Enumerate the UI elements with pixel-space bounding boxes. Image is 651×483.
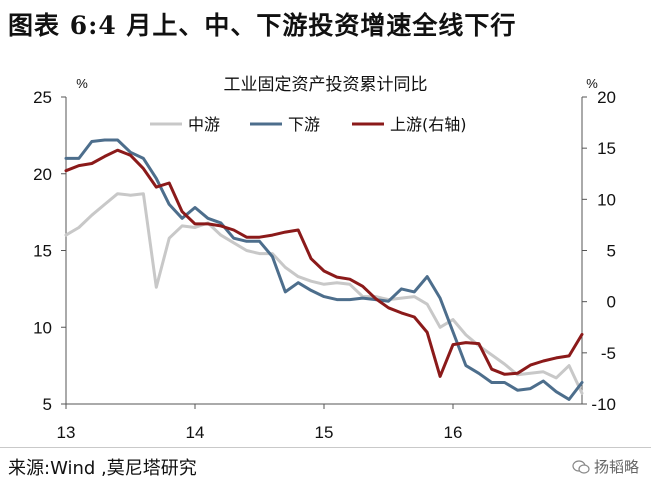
x-tick-label: 14 bbox=[186, 423, 205, 442]
right-tick-label: 0 bbox=[607, 293, 616, 312]
right-tick-label: 5 bbox=[607, 242, 616, 261]
source-note: 来源:Wind ,莫尼塔研究 bbox=[8, 458, 197, 479]
x-tick-label: 13 bbox=[57, 423, 76, 442]
x-tick-label: 16 bbox=[444, 423, 463, 442]
chart-legend: 中游 下游 上游(右轴) bbox=[150, 115, 467, 134]
watermark-text: 扬韬略 bbox=[593, 458, 639, 476]
right-tick-label: 15 bbox=[597, 139, 616, 158]
right-tick-label: 20 bbox=[597, 88, 616, 107]
legend-label-1: 中游 bbox=[188, 115, 220, 134]
left-tick-label: 25 bbox=[33, 88, 52, 107]
series-line-2 bbox=[64, 138, 584, 401]
chart-title: 工业固定资产投资累计同比 bbox=[223, 75, 428, 95]
legend-label-3: 上游(右轴) bbox=[390, 115, 467, 134]
wechat-icon bbox=[572, 459, 590, 474]
footer-divider bbox=[0, 447, 651, 448]
right-tick-label: 10 bbox=[597, 190, 616, 209]
x-tick-label: 15 bbox=[315, 423, 334, 442]
legend-label-2: 下游 bbox=[288, 115, 320, 134]
figure-heading: 图表 6:4 月上、中、下游投资增速全线下行 bbox=[8, 11, 517, 40]
left-tick-label: 20 bbox=[33, 165, 52, 184]
left-tick-label: 10 bbox=[33, 318, 52, 337]
chart-lines bbox=[64, 138, 584, 401]
right-tick-label: -5 bbox=[601, 344, 616, 363]
series-line-1 bbox=[64, 192, 584, 395]
chart-axes: 5 10 15 20 25 -10 -5 0 5 10 15 20% % 13 14 15 16 bbox=[33, 76, 616, 442]
left-unit-label: % bbox=[76, 76, 88, 91]
left-tick-label: 15 bbox=[33, 242, 52, 261]
left-tick-label: 5 bbox=[43, 395, 52, 414]
right-unit-label: % bbox=[586, 76, 598, 91]
right-tick-label: -10 bbox=[591, 395, 616, 414]
series-line-3 bbox=[64, 148, 584, 378]
line-chart: 5 10 15 20 25 -10 -5 0 5 10 15 20% % 13 14 15 16 中游 下游 上游(… bbox=[33, 76, 616, 442]
watermark: 扬韬略 bbox=[572, 456, 639, 477]
